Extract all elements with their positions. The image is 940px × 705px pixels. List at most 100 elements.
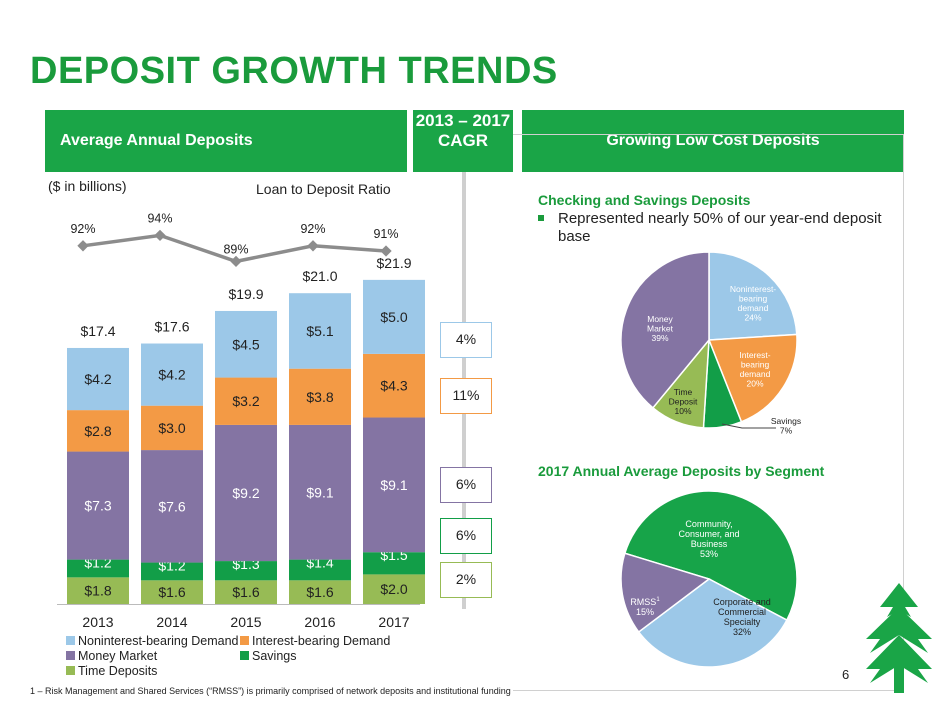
pie-label-rmss: RMSS1 15% <box>630 597 660 617</box>
legend-noninterest: Noninterest-bearing Demand <box>66 633 239 649</box>
checking-bullet: Represented nearly 50% of our year-end d… <box>538 210 900 246</box>
bar-segment-savings <box>289 559 351 581</box>
pie-label-line: Commercial <box>718 607 766 617</box>
pie-label-line: 32% <box>733 627 751 637</box>
pie-slice <box>708 251 798 341</box>
bar-value-label: $1.6 <box>232 584 259 600</box>
pie-label-line: Corporate and <box>713 597 771 607</box>
legend-swatch <box>66 666 75 675</box>
ratio-marker <box>307 240 319 252</box>
pie-slice <box>637 578 788 668</box>
pie-label-line: Interest- <box>739 350 770 360</box>
footnote: 1 – Risk Management and Shared Services … <box>30 686 511 696</box>
checking-savings-pie: Noninterest-bearing demand 24% Interest-bea… <box>620 251 801 436</box>
bar-segment-interest-bearing <box>141 405 203 451</box>
pie-label-noninterest: Noninterest-bearing demand 24% <box>730 284 776 323</box>
bar-value-label: $4.3 <box>380 378 407 394</box>
x-tick-label: 2015 <box>230 614 261 630</box>
segment-pie: Community, Consumer, and Business 53% Corpor… <box>620 490 798 668</box>
page-number: 6 <box>842 667 850 682</box>
pie-label-line: 24% <box>744 313 761 323</box>
bar-value-label: $5.1 <box>306 323 333 339</box>
bar-segment-money-market <box>67 451 129 560</box>
ratio-label: 92% <box>300 222 325 236</box>
bar-segment-time-deposits <box>363 574 425 604</box>
legend-interest: Interest-bearing Demand <box>240 633 390 649</box>
ratio-marker <box>77 240 89 252</box>
bar-segment-interest-bearing <box>289 368 351 425</box>
bar-segment-noninterest-bearing <box>141 343 203 406</box>
legend-time-deposits: Time Deposits <box>66 663 157 679</box>
pie-slice <box>620 552 711 634</box>
pie-label-money-market: Money Market 39% <box>647 314 674 343</box>
pie-label-line: 53% <box>700 549 718 559</box>
legend-savings: Savings <box>240 648 296 664</box>
legend-swatch <box>66 651 75 660</box>
bar-value-label: $3.2 <box>232 393 259 409</box>
bar-segment-money-market <box>141 450 203 563</box>
bar-value-label: $9.1 <box>380 477 407 493</box>
ratio-label: 94% <box>147 211 172 225</box>
pie-label-line: demand <box>740 369 771 379</box>
legend-money-market: Money Market <box>66 648 157 664</box>
pie-label-community: Community, Consumer, and Business 53% <box>678 519 739 559</box>
pie-label-line: Consumer, and <box>678 529 739 539</box>
ratio-label: 92% <box>70 222 95 236</box>
pie-label-line: Deposit <box>669 397 698 407</box>
x-tick-label: 2013 <box>82 614 113 630</box>
pie-label-line: 39% <box>651 333 668 343</box>
average-annual-deposits-header: Average Annual Deposits <box>45 110 407 172</box>
bar-total-label: $17.6 <box>154 319 189 335</box>
pie-label-line: Business <box>691 539 728 549</box>
bar-value-label: $1.6 <box>306 584 333 600</box>
bar-value-label: $3.0 <box>158 420 185 436</box>
legend-swatch <box>240 636 249 645</box>
legend-label: Time Deposits <box>78 664 158 678</box>
pie-label-time: Time Deposit 10% <box>669 387 698 416</box>
bar-total-label: $19.9 <box>228 286 263 302</box>
bar-value-label: $1.8 <box>84 583 111 599</box>
bar-total-label: $21.0 <box>302 268 337 284</box>
pie-label-line: bearing <box>741 360 770 370</box>
bar-segment-savings <box>67 559 129 578</box>
bar-segment-time-deposits <box>215 580 277 604</box>
bar-value-label: $7.6 <box>158 498 185 514</box>
savings-leader-line <box>721 423 776 429</box>
bar-segment-savings <box>141 562 203 581</box>
bar-value-label: $3.8 <box>306 389 333 405</box>
legend-label: Interest-bearing Demand <box>252 634 391 648</box>
cagr-interest: 11% <box>440 378 492 414</box>
legend-swatch <box>240 651 249 660</box>
bar-segment-interest-bearing <box>215 377 277 425</box>
x-tick-label: 2014 <box>156 614 187 630</box>
bar-segment-savings <box>215 561 277 581</box>
bank-logo-icon <box>866 583 932 693</box>
pie-label-line: 20% <box>746 379 763 389</box>
bar-segment-noninterest-bearing <box>67 347 129 411</box>
bar-total-label: $17.4 <box>80 323 115 339</box>
pie-label-interest: Interest-bearing demand 20% <box>739 350 770 389</box>
bar-value-label: $9.2 <box>232 485 259 501</box>
legend-label: Noninterest-bearing Demand <box>78 634 239 648</box>
legend-label: Savings <box>252 649 297 663</box>
cagr-noninterest: 4% <box>440 322 492 358</box>
loan-to-deposit-line-chart: 92% 94% 89% 92% 91% <box>70 211 399 268</box>
pie-label-line: RMSS <box>630 597 656 607</box>
legend-label: Money Market <box>78 649 158 663</box>
pie-label-line: bearing <box>739 294 768 304</box>
checking-bullet-text: Represented nearly 50% of our year-end d… <box>558 210 882 245</box>
cagr-savings: 6% <box>440 518 492 554</box>
units-label: ($ in billions) <box>48 178 127 194</box>
pie-label-line: 15% <box>636 607 654 617</box>
bar-value-label: $4.5 <box>232 336 259 352</box>
bar-value-label: $5.0 <box>380 309 407 325</box>
checking-heading: Checking and Savings Deposits <box>538 192 751 208</box>
bar-segment-savings <box>363 552 425 575</box>
x-tick-label: 2016 <box>304 614 335 630</box>
pie-label-line: 10% <box>674 406 691 416</box>
ratio-marker <box>380 245 392 257</box>
ratio-label: Loan to Deposit Ratio <box>256 181 391 197</box>
bar-segment-money-market <box>363 417 425 553</box>
pie-label-line: Specialty <box>724 617 761 627</box>
